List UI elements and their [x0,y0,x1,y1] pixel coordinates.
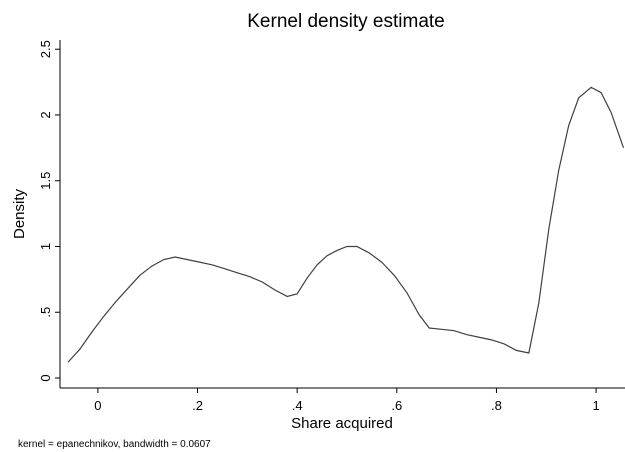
chart-title: Kernel density estimate [247,11,445,32]
y-tick-label: 0 [38,374,53,381]
x-tick-label: .8 [491,398,502,413]
x-tick-label: .4 [292,398,303,413]
y-tick-label: 1 [38,243,53,250]
note: kernel = epanechnikov, bandwidth = 0.060… [18,439,211,450]
x-axis-label: Share acquired [291,415,393,432]
x-tick-label: .2 [192,398,203,413]
density-line [67,86,625,363]
y-tick-label: .5 [38,307,53,318]
y-axis-label: Density [11,188,28,239]
y-tick-label: 1.5 [38,172,53,190]
y-tick-label: 2.5 [38,40,53,58]
x-tick-label: 0 [94,398,101,413]
y-tick-label: 2 [38,111,53,118]
x-tick-label: .6 [391,398,402,413]
x-tick-label: 1 [592,398,599,413]
